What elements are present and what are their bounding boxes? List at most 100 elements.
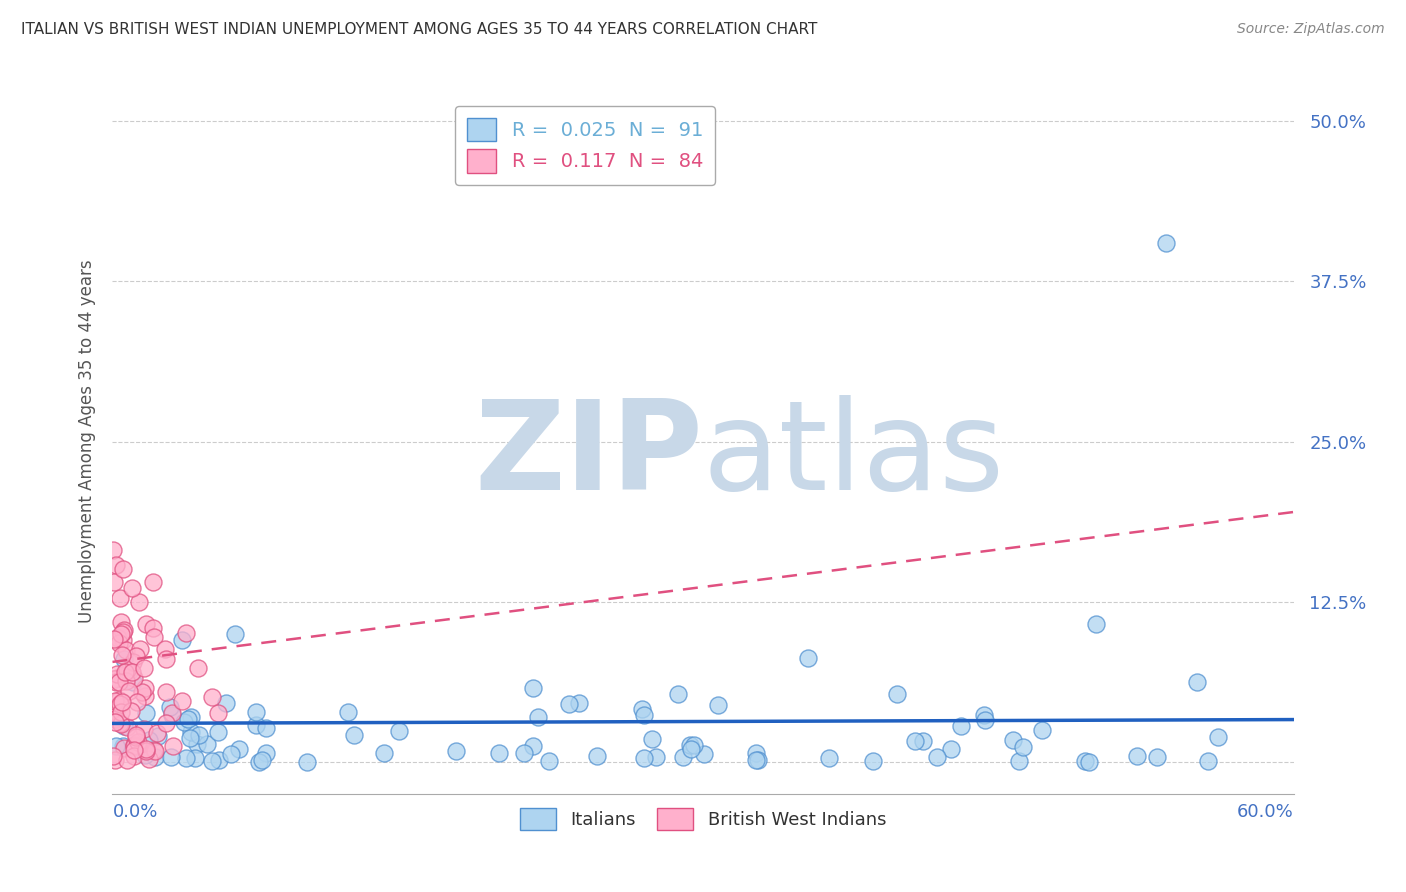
Point [254, 721, 277, 735]
Point [186, 737, 208, 751]
Point [336, 705, 359, 719]
Point [208, 753, 231, 767]
Point [131, 685, 153, 699]
Text: 0.0%: 0.0% [112, 803, 157, 821]
Point [184, 751, 207, 765]
Point [127, 735, 149, 749]
Point [135, 744, 157, 758]
Point [122, 743, 145, 757]
Point [250, 753, 273, 767]
Point [112, 624, 135, 638]
Point [586, 748, 609, 763]
Point [373, 746, 395, 760]
Point [1154, 235, 1177, 250]
Point [644, 749, 666, 764]
Point [245, 718, 267, 732]
Point [630, 702, 652, 716]
Point [132, 661, 155, 675]
Point [1085, 616, 1108, 631]
Point [179, 731, 201, 745]
Point [115, 673, 138, 688]
Point [155, 716, 177, 731]
Point [108, 716, 131, 731]
Point [107, 631, 129, 645]
Point [103, 749, 125, 764]
Point [195, 737, 218, 751]
Point [187, 661, 209, 675]
Point [105, 739, 128, 754]
Point [122, 738, 145, 752]
Point [118, 664, 141, 678]
Point [143, 743, 166, 757]
Point [104, 753, 127, 767]
Point [215, 696, 238, 710]
Point [538, 754, 561, 768]
Point [672, 749, 695, 764]
Point [973, 713, 995, 727]
Point [120, 704, 142, 718]
Point [1197, 754, 1219, 768]
Point [114, 643, 136, 657]
Point [1008, 754, 1031, 768]
Point [108, 693, 131, 707]
Text: ZIP: ZIP [474, 395, 703, 516]
Point [132, 723, 155, 737]
Point [886, 687, 908, 701]
Point [103, 543, 125, 558]
Point [127, 739, 149, 754]
Text: 60.0%: 60.0% [1237, 803, 1294, 821]
Point [745, 746, 768, 760]
Point [747, 753, 769, 767]
Point [142, 621, 165, 635]
Point [245, 705, 267, 719]
Point [522, 739, 544, 753]
Point [201, 754, 224, 768]
Point [135, 616, 157, 631]
Point [134, 747, 156, 762]
Point [128, 595, 150, 609]
Text: Source: ZipAtlas.com: Source: ZipAtlas.com [1237, 22, 1385, 37]
Point [160, 706, 183, 720]
Point [143, 744, 166, 758]
Point [121, 581, 143, 595]
Point [115, 754, 138, 768]
Point [633, 751, 655, 765]
Point [633, 708, 655, 723]
Point [105, 675, 128, 690]
Point [111, 695, 134, 709]
Point [111, 632, 134, 647]
Point [128, 642, 150, 657]
Point [1001, 733, 1024, 747]
Point [1011, 739, 1033, 754]
Point [256, 746, 278, 760]
Point [122, 671, 145, 685]
Point [107, 636, 129, 650]
Point [146, 729, 169, 743]
Point [160, 749, 183, 764]
Legend: Italians, British West Indians: Italians, British West Indians [512, 801, 894, 838]
Point [513, 746, 536, 760]
Point [904, 734, 927, 748]
Point [668, 687, 690, 701]
Point [174, 751, 197, 765]
Point [170, 694, 193, 708]
Point [114, 652, 136, 666]
Point [797, 650, 820, 665]
Point [176, 712, 198, 726]
Point [146, 726, 169, 740]
Point [939, 742, 962, 756]
Point [683, 738, 706, 752]
Point [1185, 675, 1208, 690]
Point [112, 625, 135, 640]
Point [679, 739, 702, 753]
Point [1146, 749, 1168, 764]
Point [110, 615, 132, 629]
Point [118, 684, 141, 698]
Point [295, 755, 318, 769]
Text: ITALIAN VS BRITISH WEST INDIAN UNEMPLOYMENT AMONG AGES 35 TO 44 YEARS CORRELATIO: ITALIAN VS BRITISH WEST INDIAN UNEMPLOYM… [21, 22, 817, 37]
Point [681, 742, 703, 756]
Point [568, 696, 591, 710]
Point [110, 626, 132, 640]
Point [207, 724, 229, 739]
Point [180, 710, 202, 724]
